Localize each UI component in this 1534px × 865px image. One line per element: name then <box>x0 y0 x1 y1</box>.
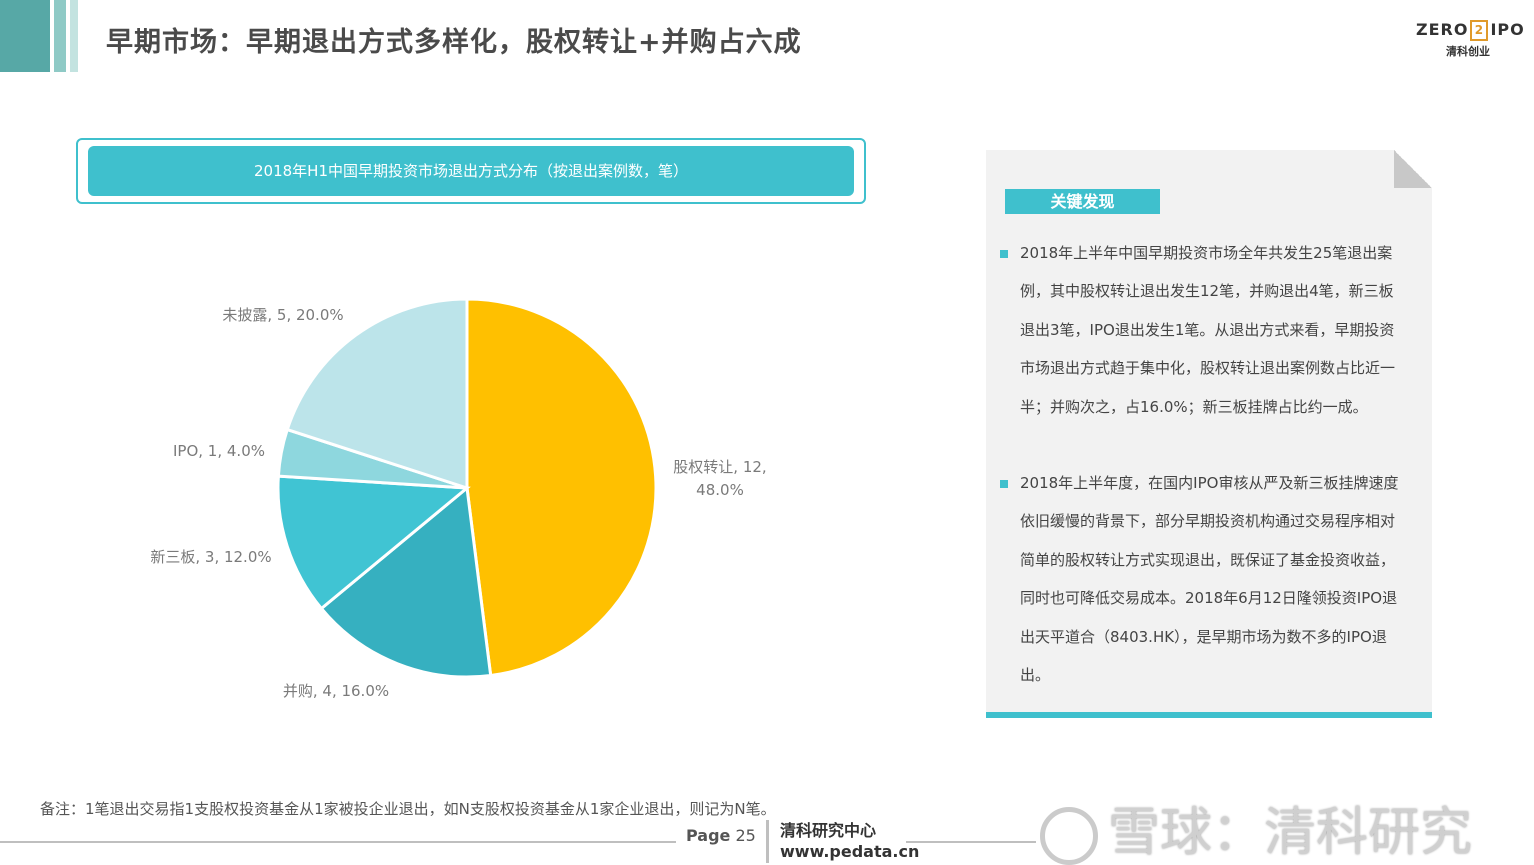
footnote: 备注：1笔退出交易指1支股权投资基金从1家被投企业退出，如N支股权投资基金从1家… <box>40 800 776 818</box>
bullet-icon <box>1000 480 1008 488</box>
slice-label: 新三板, 3, 12.0% <box>150 548 271 566</box>
footer-org: 清科研究中心 www.pedata.cn <box>780 821 920 861</box>
watermark: 雪球：清科研究 <box>1040 790 1472 865</box>
pie-slice <box>285 297 469 491</box>
slice-label: 并购, 4, 16.0% <box>283 682 389 700</box>
footer-divider <box>766 820 769 863</box>
header-decoration-bar <box>54 0 66 72</box>
panel-bottom-border <box>986 712 1432 718</box>
slice-label: 股权转让, 12, 48.0% <box>673 458 766 499</box>
pie-slice <box>465 297 658 678</box>
header-decoration-bar <box>70 0 78 72</box>
bullet-icon <box>1000 250 1008 258</box>
pie-slice <box>276 474 471 611</box>
page-number: Page 25 <box>686 826 756 845</box>
page-fold-corner <box>1394 150 1432 188</box>
panel-header: 关键发现 <box>1005 189 1160 214</box>
zero2ipo-logo: ZERO 2 IPO 清科创业 <box>1416 20 1525 58</box>
snowball-icon <box>1040 807 1098 865</box>
footer-rule <box>0 841 676 843</box>
key-findings-panel: 关键发现 2018年上半年中国早期投资市场全年共发生25笔退出案例，其中股权转让… <box>986 150 1432 718</box>
slice-label: IPO, 1, 4.0% <box>173 442 265 460</box>
chart-title-frame: 2018年H1中国早期投资市场退出方式分布（按退出案例数，笔） <box>76 138 866 204</box>
page-title: 早期市场：早期退出方式多样化，股权转让+并购占六成 <box>106 27 802 58</box>
finding-text: 2018年上半年中国早期投资市场全年共发生25笔退出案例，其中股权转让退出发生1… <box>1020 244 1396 416</box>
finding-text: 2018年上半年度，在国内IPO审核从严及新三板挂牌速度依旧缓慢的背景下，部分早… <box>1020 474 1399 685</box>
pie-slice <box>319 485 493 679</box>
footer-rule <box>906 841 1036 843</box>
chart-title: 2018年H1中国早期投资市场退出方式分布（按退出案例数，笔） <box>88 146 854 196</box>
slice-label: 未披露, 5, 20.0% <box>222 306 343 324</box>
header-decoration-bar <box>0 0 50 72</box>
